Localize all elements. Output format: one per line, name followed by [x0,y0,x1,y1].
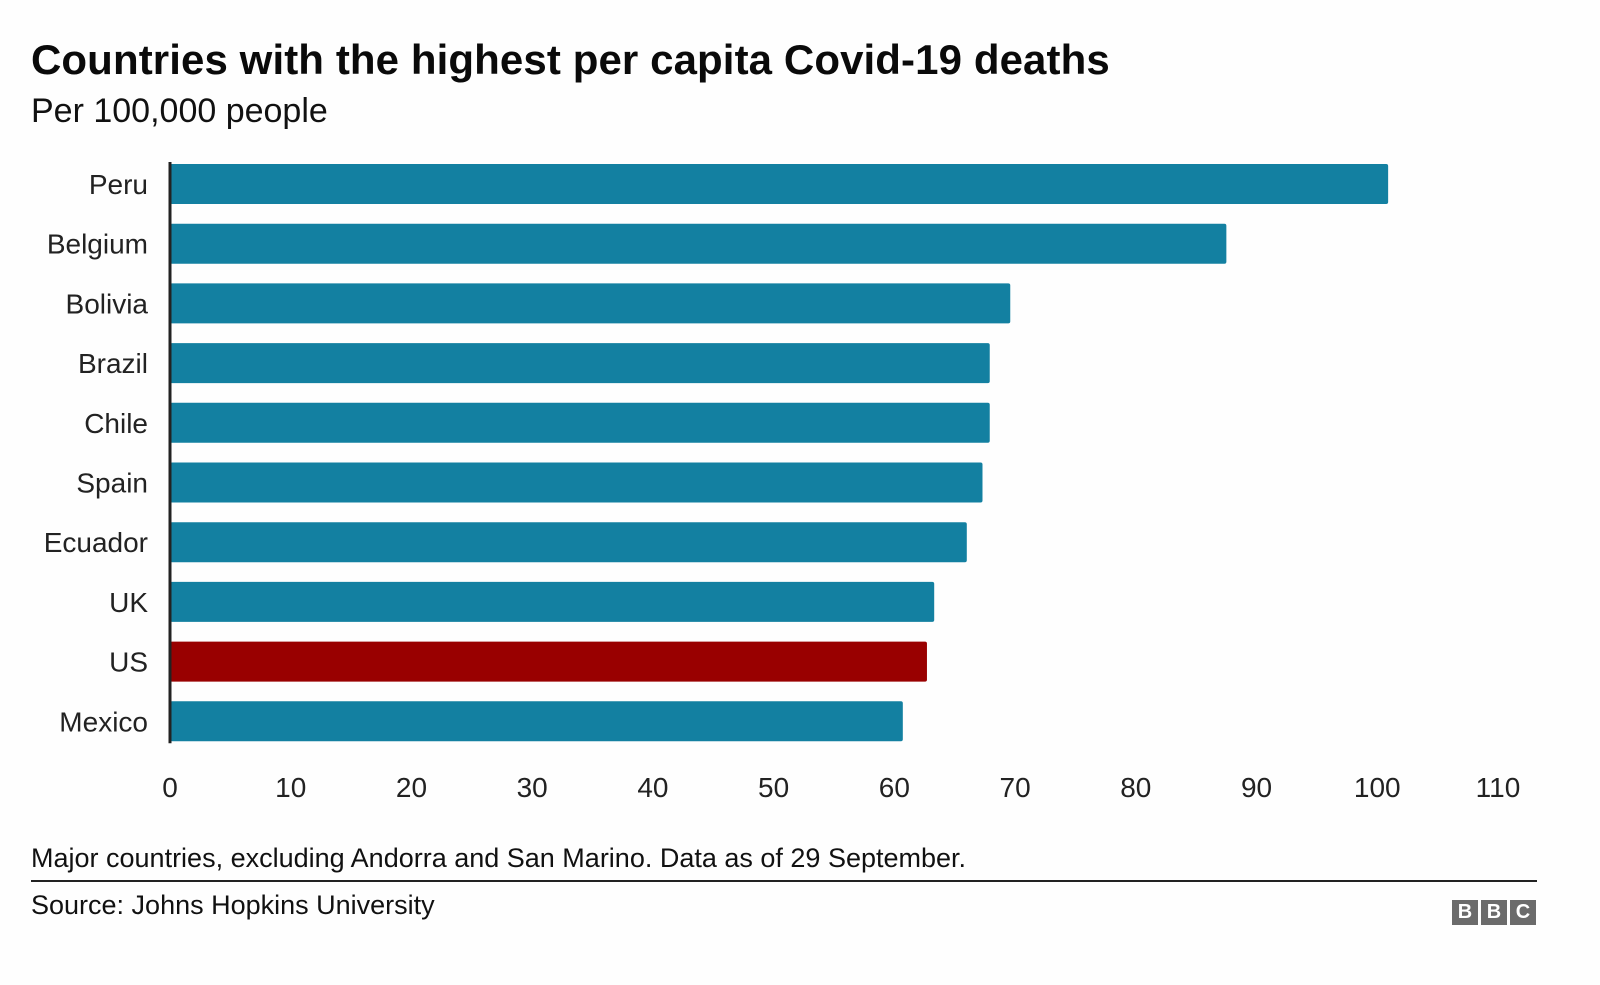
bars-group [170,164,1389,742]
bar-mexico [170,701,903,742]
x-tick-label: 80 [1120,772,1151,803]
bar-spain [170,462,983,503]
x-tick-label: 60 [879,772,910,803]
category-label-mexico: Mexico [59,706,148,737]
category-label-chile: Chile [84,408,148,439]
x-tick-label: 70 [1000,772,1031,803]
x-tick-label: 100 [1354,772,1401,803]
bbc-logo: B B C [1452,900,1536,925]
category-label-peru: Peru [89,169,148,200]
category-label-uk: UK [109,587,148,618]
bar-ecuador [170,522,967,563]
x-tick-label: 30 [517,772,548,803]
x-tick-label: 110 [1476,772,1521,803]
x-tick-label: 10 [275,772,306,803]
category-label-ecuador: Ecuador [44,527,148,558]
x-tick-label: 20 [396,772,427,803]
chart-note: Major countries, excluding Andorra and S… [31,843,967,873]
category-label-spain: Spain [76,468,148,499]
bar-brazil [170,343,990,384]
bar-belgium [170,223,1227,264]
bbc-logo-letter: B [1452,900,1478,925]
category-label-belgium: Belgium [47,229,148,260]
category-labels-group: Peru Belgium Bolivia Brazil Chile Spain Ecuado… [44,169,149,737]
category-label-us: US [109,647,148,678]
bar-chile [170,402,990,443]
x-tick-label: 50 [758,772,789,803]
chart-source: Source: Johns Hopkins University [31,890,435,920]
category-label-brazil: Brazil [78,348,148,379]
footer-divider [31,880,1537,882]
bar-bolivia [170,283,1011,324]
bar-uk [170,581,935,622]
bbc-logo-letter: B [1481,900,1507,925]
chart-subtitle: Per 100,000 people [31,92,328,130]
chart-title: Countries with the highest per capita Co… [31,36,1110,83]
x-tick-label: 40 [637,772,668,803]
bar-chart: Peru Belgium Bolivia Brazil Chile Spain Ecuado… [44,162,1520,803]
bar-peru [170,164,1389,204]
category-label-bolivia: Bolivia [66,288,149,319]
bbc-logo-letter: C [1510,900,1536,925]
x-tick-label: 0 [162,772,178,803]
x-tick-labels-group: 0 10 20 30 40 50 60 70 80 90 100 110 [162,772,1520,803]
bar-us [170,641,927,682]
x-tick-label: 90 [1241,772,1272,803]
